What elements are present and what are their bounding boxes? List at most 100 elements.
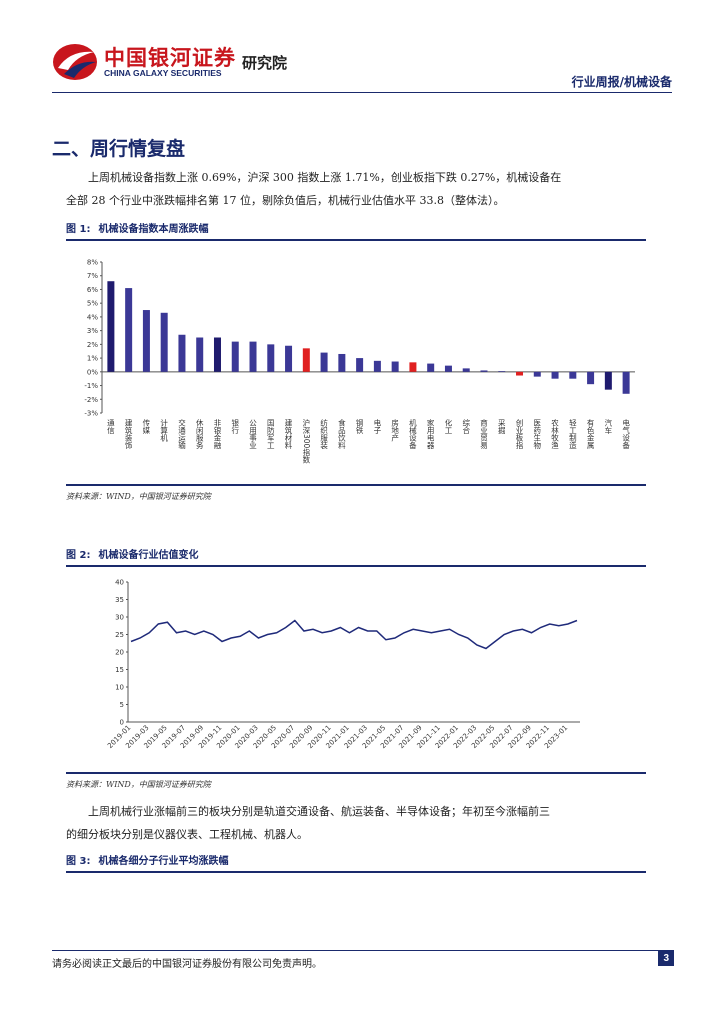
paragraph: 上周机械设备指数上涨 0.69%，沪深 300 指数上涨 1.71%，创业板指下…	[66, 171, 562, 207]
y-tick-label: 1%	[87, 355, 98, 363]
category-label: 非银金融	[213, 418, 222, 451]
bar	[125, 288, 133, 372]
institute: 研究院	[242, 54, 288, 72]
category-label: 公用事业	[248, 419, 257, 449]
category-label: 化工	[444, 418, 453, 435]
y-tick-label: 3%	[87, 327, 98, 335]
bar	[107, 281, 115, 372]
y-tick-label: 2%	[87, 341, 98, 349]
line-chart: 05101520253035402019-012019-032019-05201…	[106, 579, 580, 750]
figure-title: 机械各细分子行业平均涨跌幅	[98, 856, 229, 867]
section-title: 二、周行情复盘	[52, 138, 186, 160]
bar	[231, 341, 239, 372]
bar	[444, 365, 452, 372]
figure-label: 图 3:	[66, 856, 91, 867]
category-label: 商业贸易	[479, 418, 488, 451]
bar	[533, 371, 541, 377]
bar	[427, 363, 435, 372]
bar	[196, 337, 204, 372]
bar	[373, 360, 381, 372]
y-tick-label: 20	[115, 649, 124, 657]
bar	[160, 312, 168, 372]
paragraph: 上周机械行业涨幅前三的板块分别是轨道交通设备、航运装备、半导体设备；年初至今涨幅…	[66, 805, 550, 841]
brand-en: CHINA GALAXY SECURITIES	[104, 68, 222, 78]
category-label: 银行	[231, 419, 240, 436]
category-label: 传媒	[142, 418, 151, 436]
bar	[356, 358, 364, 372]
y-tick-label: 0	[120, 719, 124, 727]
bar	[498, 371, 506, 372]
category-label: 电气设备	[621, 418, 630, 451]
category-label: 房地产	[390, 418, 399, 443]
figure-caption: 图 1: 机械设备指数本周涨跌幅	[66, 220, 646, 241]
y-tick-label: 40	[115, 579, 124, 587]
category-label: 通信	[106, 418, 115, 436]
category-label: 采掘	[497, 418, 506, 436]
bar	[142, 310, 150, 372]
figure-label: 图 2:	[66, 550, 91, 561]
y-tick-label: 8%	[87, 259, 98, 267]
y-tick-label: 4%	[87, 313, 98, 321]
y-tick-label: 15	[115, 666, 124, 674]
report-type: 行业周报/机械设备	[571, 75, 672, 89]
y-tick-label: 10	[115, 684, 124, 692]
category-label: 交通运输	[177, 418, 186, 451]
bar	[320, 352, 328, 372]
category-label: 食品饮料	[337, 418, 346, 451]
category-label: 医药生物	[533, 419, 542, 451]
bar	[409, 362, 417, 372]
category-label: 汽车	[604, 418, 613, 436]
bar	[462, 368, 470, 372]
y-tick-label: 5%	[87, 300, 98, 308]
category-label: 国防军工	[266, 419, 275, 450]
source: 资料来源：WIND，中国银河证券研究院	[66, 772, 646, 790]
y-tick-label: 35	[115, 596, 124, 604]
figure-caption: 图 2: 机械设备行业估值变化	[66, 546, 646, 567]
category-label: 电子	[373, 418, 382, 435]
category-label: 建筑材料	[284, 418, 293, 451]
category-label: 休闲服务	[195, 418, 204, 451]
bar	[569, 371, 577, 379]
figure-title: 机械设备行业估值变化	[98, 550, 199, 561]
y-tick-label: 30	[115, 614, 124, 622]
y-tick-label: 6%	[87, 286, 98, 294]
bar	[249, 341, 257, 372]
bar	[285, 345, 293, 372]
category-label: 综合	[461, 418, 470, 436]
category-label: 有色金属	[586, 418, 595, 451]
bar	[302, 348, 310, 372]
y-tick-label: 5	[120, 701, 124, 709]
category-label: 钢铁	[355, 418, 364, 436]
category-label: 创业板指	[515, 418, 524, 451]
bar	[587, 371, 595, 385]
source: 资料来源：WIND，中国银河证券研究院	[66, 484, 646, 502]
y-tick-label: 0%	[87, 368, 98, 376]
page-number: 3	[658, 951, 674, 966]
bar	[604, 371, 612, 390]
bar	[551, 371, 559, 379]
bar	[213, 337, 221, 372]
category-label: 家用电器	[426, 418, 435, 451]
y-tick-label: 7%	[87, 272, 98, 280]
category-label: 农林牧渔	[550, 418, 559, 450]
y-tick-label: -1%	[84, 382, 98, 390]
category-label: 计算机	[159, 418, 168, 443]
brand: 中国银河证券	[104, 46, 236, 70]
footer-disclaimer: 请务必阅读正文最后的中国银河证券股份有限公司免责声明。	[52, 950, 674, 970]
y-tick-label: -2%	[84, 396, 98, 404]
bar-chart: -3% -2% -1% 0% 1% 2% 3% 4% 5% 6% 7% 8% 通信 建筑装饰 传媒 计算机 交通…	[84, 259, 635, 464]
bar	[338, 353, 346, 372]
valuation-line	[130, 619, 578, 650]
y-tick-label: -3%	[84, 410, 98, 418]
bar	[178, 334, 186, 372]
figure-caption: 图 3: 机械各细分子行业平均涨跌幅	[66, 852, 646, 873]
y-tick-label: 25	[115, 631, 124, 639]
bar	[391, 361, 399, 372]
figure-label: 图 1:	[66, 224, 91, 235]
category-label: 纺织服装	[319, 418, 328, 451]
bar	[267, 344, 275, 372]
category-label: 轻工制造	[568, 418, 577, 451]
bar	[516, 371, 524, 376]
figure-title: 机械设备指数本周涨跌幅	[98, 224, 209, 235]
